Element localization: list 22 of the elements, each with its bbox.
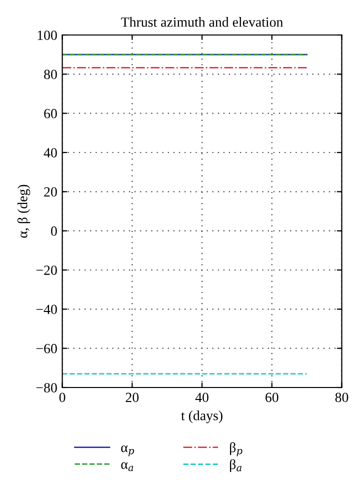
legend-label: β$_{a}$ (230, 459, 242, 472)
y-tick-label: 20 (44, 187, 57, 197)
x-tick-label: 60 (266, 392, 278, 402)
y-tick-label: −40 (36, 304, 57, 314)
x-tick-label: 80 (335, 392, 348, 402)
legend-label: α$_{p}$ (121, 445, 134, 456)
legend-label: β$_{p}$ (230, 442, 242, 456)
chart-title: Thrust azimuth and elevation (121, 17, 284, 27)
y-axis-title: α, β (deg) (17, 184, 30, 238)
y-tick-label: −20 (36, 266, 57, 275)
y-tick-label: 0 (51, 226, 57, 236)
x-tick-label: 20 (126, 392, 139, 402)
y-tick-label: −60 (36, 344, 57, 354)
x-tick-label: 0 (59, 392, 66, 402)
y-tick-label: 100 (38, 30, 57, 40)
x-tick-label: 40 (195, 392, 208, 402)
y-tick-label: 80 (44, 70, 57, 80)
y-tick-label: 60 (44, 108, 57, 118)
y-tick-label: 40 (44, 148, 57, 158)
x-axis-title: t (days) (181, 410, 222, 424)
y-tick-label: −80 (36, 383, 57, 392)
legend-label: α$_{a}$ (121, 462, 134, 472)
